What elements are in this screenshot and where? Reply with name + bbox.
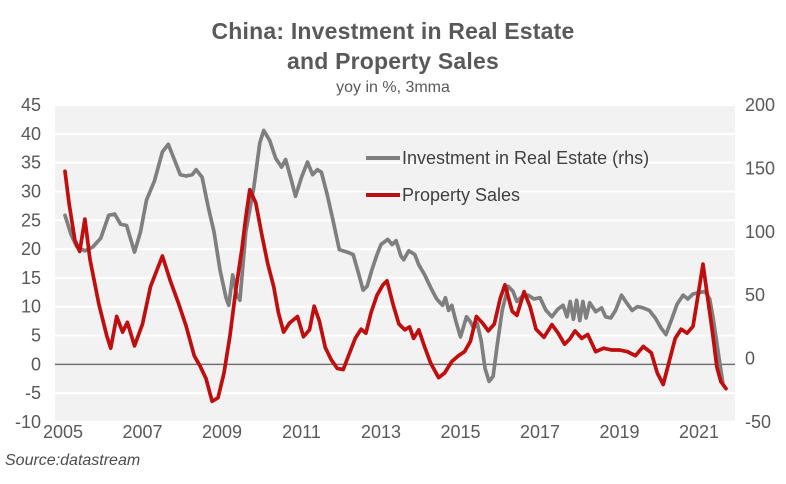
left-axis-tick-label: 5 bbox=[31, 326, 41, 346]
x-axis-tick-label: 2013 bbox=[361, 422, 401, 442]
investment-line-swatch bbox=[366, 156, 400, 160]
chart-title-line1: China: Investment in Real Estate bbox=[211, 18, 575, 44]
legend-item-investment: Investment in Real Estate (rhs) bbox=[366, 148, 649, 168]
x-axis-tick-label: 2021 bbox=[679, 422, 719, 442]
chart-subtitle: yoy in %, 3mma bbox=[336, 79, 450, 96]
right-axis-tick-label: 100 bbox=[745, 222, 775, 242]
left-axis-tick-label: 20 bbox=[21, 239, 41, 259]
x-axis-tick-label: 2005 bbox=[43, 422, 83, 442]
x-axis-tick-label: 2017 bbox=[520, 422, 560, 442]
legend-label-investment: Investment in Real Estate (rhs) bbox=[402, 147, 650, 168]
chart-title: China: Investment in Real Estate and Pro… bbox=[0, 16, 786, 76]
left-axis-tick-label: -5 bbox=[25, 383, 41, 403]
x-axis-tick-label: 2019 bbox=[599, 422, 639, 442]
right-axis-tick-label: 0 bbox=[745, 349, 755, 369]
source-note: Source:datastream bbox=[5, 452, 141, 469]
investment-line bbox=[63, 128, 725, 385]
x-axis-tick-label: 2015 bbox=[440, 422, 480, 442]
x-axis-tick-label: 2007 bbox=[122, 422, 162, 442]
chart-title-line2: and Property Sales bbox=[287, 48, 499, 74]
property-sales-line bbox=[63, 169, 728, 404]
left-axis-tick-label: 15 bbox=[21, 268, 41, 288]
legend-label-property-sales: Property Sales bbox=[402, 184, 521, 205]
right-axis-tick-label: -50 bbox=[745, 412, 771, 432]
left-axis-tick-label: 30 bbox=[21, 181, 41, 201]
left-axis-tick-label: 10 bbox=[21, 297, 41, 317]
left-axis-tick-label: 0 bbox=[31, 354, 41, 374]
right-axis-tick-label: 200 bbox=[745, 95, 775, 115]
left-axis-tick-label: 45 bbox=[21, 95, 41, 115]
legend-item-property-sales: Property Sales bbox=[366, 185, 649, 205]
right-axis-tick-label: 50 bbox=[745, 285, 765, 305]
left-axis-tick-label: 40 bbox=[21, 124, 41, 144]
right-axis-tick-label: 150 bbox=[745, 158, 775, 178]
x-axis-tick-label: 2011 bbox=[282, 422, 321, 442]
legend: Investment in Real Estate (rhs) Property… bbox=[366, 148, 649, 222]
left-axis-tick-label: -10 bbox=[15, 412, 41, 432]
property-sales-line-swatch bbox=[366, 193, 400, 197]
x-axis-tick-label: 2009 bbox=[202, 422, 242, 442]
left-axis-tick-label: 25 bbox=[21, 210, 41, 230]
left-axis-tick-label: 35 bbox=[21, 153, 41, 173]
